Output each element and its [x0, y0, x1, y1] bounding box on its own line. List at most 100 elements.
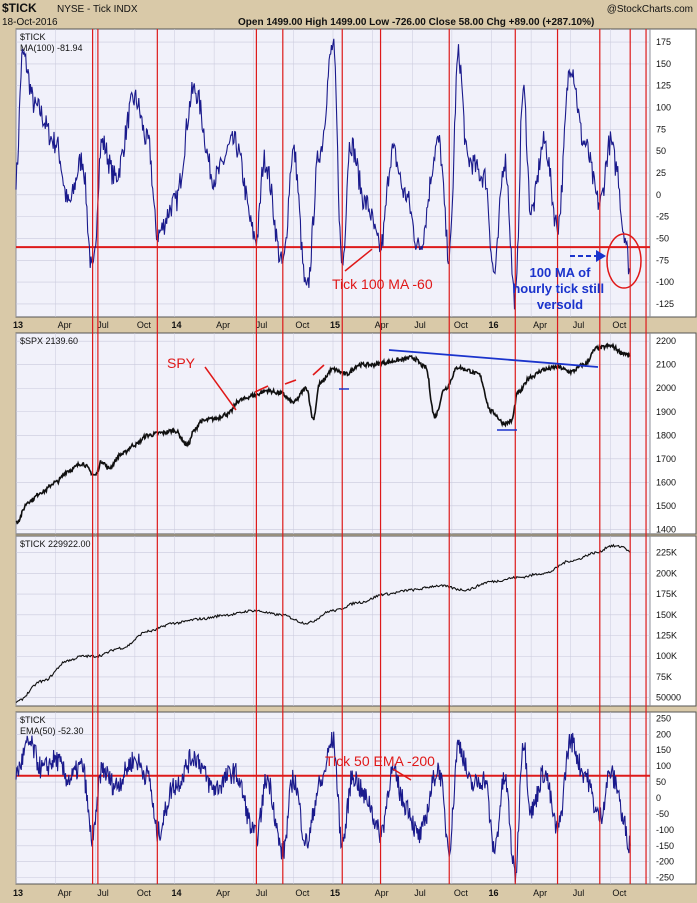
trend-segment: [312, 364, 325, 376]
x-tick-label: Oct: [454, 888, 469, 898]
y-tick-label: 1400: [656, 524, 676, 534]
x-tick-label: Jul: [256, 888, 268, 898]
x-tick-label: Jul: [414, 888, 426, 898]
x-tick-label: Jul: [414, 320, 426, 330]
x-axis-strip: [0, 318, 697, 332]
y-tick-label: 250: [656, 713, 671, 723]
ohlc-readout: Open 1499.00 High 1499.00 Low -726.00 Cl…: [238, 17, 594, 28]
y-tick-label: 1900: [656, 407, 676, 417]
x-tick-label: Apr: [216, 888, 230, 898]
x-tick-label: Oct: [612, 320, 627, 330]
exchange-name: NYSE - Tick INDX: [57, 4, 138, 15]
trend-segment: [254, 385, 269, 393]
leader-line: [392, 768, 412, 781]
vertical-markers: [92, 29, 647, 884]
x-tick-label: 13: [13, 320, 23, 330]
x-tick-label: Oct: [454, 320, 469, 330]
x-tick-label: 16: [489, 320, 499, 330]
y-tick-label: 100: [656, 761, 671, 771]
oversold-ellipse: [606, 233, 642, 289]
x-tick-label: Apr: [58, 320, 72, 330]
x-tick-label: 13: [13, 888, 23, 898]
price-axis: [649, 28, 697, 318]
x-axis-top: 13 Apr Jul Oct 14 Apr Jul Oct 15 Apr Jul Oct 16 Apr Ju…: [0, 318, 697, 332]
y-tick-label: 50000: [656, 693, 681, 703]
y-tick-label: 125: [656, 81, 671, 91]
y-tick-label: -100: [656, 277, 674, 287]
y-tick-label: 1700: [656, 454, 676, 464]
y-tick-label: -75: [656, 255, 669, 265]
trend-line: [388, 349, 599, 368]
y-tick-label: -200: [656, 857, 674, 867]
x-tick-label: Apr: [58, 888, 72, 898]
legend-entry: EMA(50) -52.30: [20, 726, 84, 736]
y-tick-label: 75K: [656, 672, 672, 682]
y-tick-label: 50: [656, 146, 666, 156]
legend-entry: MA(100) -81.94: [20, 43, 83, 53]
legend-entry: $TICK 229922.00: [20, 539, 91, 549]
x-tick-label: 14: [172, 888, 182, 898]
trend-segment: [284, 379, 297, 385]
annotations: Tick 100 MA -60 100 MA of hourly tick stil…: [167, 233, 642, 781]
x-tick-label: Apr: [533, 888, 547, 898]
x-tick-label: Jul: [97, 320, 109, 330]
x-tick-label: Oct: [137, 320, 152, 330]
series-line: [15, 342, 631, 525]
y-tick-label: 1600: [656, 477, 676, 487]
y-tick-label: -50: [656, 233, 669, 243]
y-tick-label: 0: [656, 190, 661, 200]
x-tick-label: Oct: [295, 320, 310, 330]
panel-tick-ma100: 175 150 125 100 75 50 25 0 -25 -50 -75 -100 -125 $TIC…: [15, 28, 697, 318]
y-tick-label: 50: [656, 777, 666, 787]
y-tick-label: -250: [656, 873, 674, 883]
y-tick-label: 0: [656, 793, 661, 803]
y-tick-label: 150: [656, 745, 671, 755]
y-tick-label: -150: [656, 841, 674, 851]
annotation-tick-ma: Tick 100 MA -60: [332, 276, 433, 292]
y-tick-label: -25: [656, 212, 669, 222]
chart-date: 18-Oct-2016: [2, 17, 58, 28]
panel-tick-cumulative: 225K 200K 175K 150K 125K 100K 75K 50000 $TICK 22…: [15, 535, 697, 707]
x-tick-label: Apr: [533, 320, 547, 330]
x-tick-label: 15: [330, 888, 340, 898]
x-tick-label: 16: [489, 888, 499, 898]
y-tick-label: 1800: [656, 430, 676, 440]
y-tick-label: -50: [656, 809, 669, 819]
arrow-head: [596, 250, 606, 262]
stockcharts-brand: @StockCharts.com: [607, 4, 693, 15]
annotation-spy: SPY: [167, 355, 196, 371]
y-tick-label: 2000: [656, 383, 676, 393]
y-tick-label: -100: [656, 825, 674, 835]
legend-entry: $SPX 2139.60: [20, 336, 78, 346]
y-tick-label: 1500: [656, 501, 676, 511]
y-tick-label: 175K: [656, 589, 677, 599]
x-tick-label: Oct: [137, 888, 152, 898]
x-tick-label: Jul: [97, 888, 109, 898]
leader-line: [204, 366, 237, 411]
y-tick-label: 125K: [656, 631, 677, 641]
x-tick-label: Jul: [256, 320, 268, 330]
price-axis: [649, 535, 697, 707]
panel-tick-ema50: 250 200 150 100 50 0 -50 -100 -150 -200 -250 $TICKE…: [15, 711, 697, 885]
symbol-title: $TICK: [2, 1, 37, 15]
x-axis-strip: [0, 886, 697, 900]
x-tick-label: Apr: [216, 320, 230, 330]
y-tick-label: 100K: [656, 651, 677, 661]
y-tick-label: 150K: [656, 610, 677, 620]
price-axis: [649, 711, 697, 885]
x-tick-label: 14: [172, 320, 182, 330]
x-tick-label: 15: [330, 320, 340, 330]
y-tick-label: -125: [656, 299, 674, 309]
x-axis-bottom: 13 Apr Jul Oct 14 Apr Jul Oct 15 Apr Jul Oct 16 Apr Ju…: [0, 886, 697, 900]
x-tick-label: Jul: [573, 320, 585, 330]
legend-entry: $TICK: [20, 32, 46, 42]
y-tick-label: 75: [656, 124, 666, 134]
x-tick-label: Oct: [295, 888, 310, 898]
series-line: [15, 731, 631, 883]
y-tick-label: 100: [656, 103, 671, 113]
y-tick-label: 25: [656, 168, 666, 178]
series-line: [15, 543, 631, 703]
series-line: [15, 38, 631, 310]
annotation-tick-ema: Tick 50 EMA -200: [325, 753, 435, 769]
